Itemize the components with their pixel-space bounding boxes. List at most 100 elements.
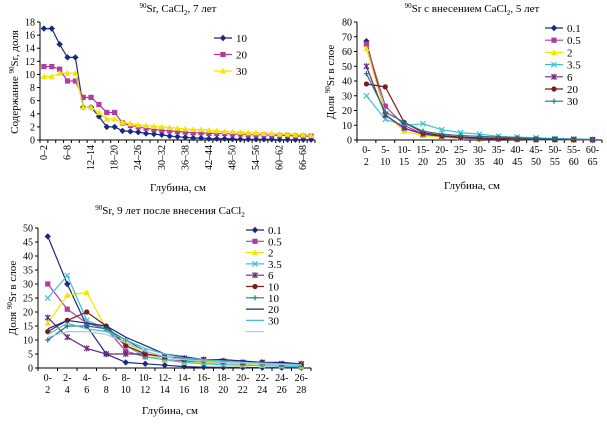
legend-marker: [550, 73, 558, 80]
legend-label: 0.1: [567, 23, 581, 35]
x-tick-label: 24–26: [133, 145, 144, 170]
data-point: [111, 115, 118, 122]
data-point: [182, 129, 188, 135]
x-tick-label: 12-14: [158, 373, 171, 396]
data-point: [41, 63, 47, 70]
chart-title: 90Sr, 9 лет после внесения CaCl2: [95, 204, 245, 219]
data-point: [237, 128, 244, 135]
x-tick-label: 0-2: [362, 145, 370, 168]
data-point: [221, 128, 228, 135]
data-point: [260, 130, 268, 137]
data-point: [200, 363, 207, 371]
data-point: [276, 136, 283, 143]
data-point: [143, 125, 149, 131]
series-0.1: [363, 37, 596, 144]
x-tick-label: 20-25: [435, 145, 448, 168]
data-point: [229, 135, 236, 143]
data-point: [87, 104, 95, 110]
data-point: [40, 25, 48, 32]
legend-label: 0.5: [567, 35, 581, 47]
data-point: [252, 129, 260, 136]
series-20: [47, 319, 302, 365]
data-point: [198, 130, 204, 136]
y-axis-label: Содержание 90Sr, доля: [8, 30, 21, 134]
data-point: [300, 131, 307, 138]
data-point: [197, 126, 205, 133]
chart-sr-9-years-after-cacl2: 90Sr, 9 лет после внесения CaCl2 Доля 90S…: [6, 204, 312, 417]
data-point: [96, 102, 102, 108]
data-point: [363, 41, 370, 47]
data-point: [158, 123, 165, 130]
legend-label: 20: [268, 304, 280, 316]
x-tick-label: 25-30: [454, 145, 467, 168]
data-point: [64, 54, 71, 61]
data-point: [119, 127, 126, 135]
data-point: [72, 78, 78, 84]
data-point: [48, 25, 55, 32]
data-point: [363, 71, 370, 77]
data-point: [206, 130, 212, 137]
legend-marker: [550, 24, 558, 32]
data-point: [64, 292, 71, 298]
data-point: [95, 113, 103, 120]
data-point: [552, 136, 558, 142]
x-tick-label: 48–50: [228, 145, 239, 170]
y-tick-label: 18: [25, 18, 35, 29]
data-point: [142, 360, 149, 367]
data-point: [439, 131, 445, 137]
data-point: [161, 362, 168, 369]
y-axis-label: Доля 90Sr в слое: [324, 45, 337, 120]
series-line: [47, 274, 302, 368]
data-point: [95, 109, 103, 116]
data-point: [533, 135, 539, 142]
data-point: [284, 130, 291, 137]
data-point: [88, 94, 94, 100]
legend-marker: [219, 67, 227, 74]
x-tick-label: 24-26: [275, 373, 288, 396]
x-tick-label: 15-20: [416, 145, 429, 168]
legend-marker: [550, 61, 558, 68]
x-tick-label: 45-50: [529, 145, 542, 168]
data-point: [56, 69, 63, 76]
data-point: [111, 123, 118, 131]
legend-marker: [219, 34, 227, 42]
y-tick-label: 50: [342, 62, 352, 73]
chart-title: 90Sr с внесением CaCl2, 5 лет: [405, 2, 540, 17]
series-2: [363, 45, 596, 143]
x-tick-label: 30-35: [473, 145, 486, 168]
x-tick-label: 12–14: [86, 145, 97, 170]
chart-sr-cacl2-5-years: 90Sr с внесением CaCl2, 5 лет Доля 90Sr в…: [324, 2, 603, 192]
series-0.5: [363, 41, 596, 143]
data-point: [64, 323, 70, 329]
data-point: [260, 136, 268, 143]
series-line: [47, 319, 302, 365]
x-tick-label: 66–68: [298, 145, 309, 170]
x-tick-label: 26-28: [295, 373, 308, 396]
x-tick-label: 6–8: [63, 145, 74, 160]
data-point: [112, 109, 118, 116]
data-point: [420, 128, 426, 134]
legend-marker: [251, 260, 259, 267]
y-tick-label: 80: [342, 18, 352, 29]
legend-label: 30: [268, 315, 280, 327]
x-tick-label: 0-2: [44, 373, 52, 396]
data-point: [438, 126, 445, 133]
data-point: [458, 132, 464, 139]
data-point: [64, 334, 71, 341]
legend-marker: [252, 283, 258, 290]
series-line: [47, 331, 302, 366]
data-point: [363, 45, 370, 52]
y-tick-label: 10: [25, 70, 35, 81]
data-point: [182, 125, 189, 132]
x-tick-label: 60–62: [275, 145, 286, 170]
data-point: [83, 289, 90, 295]
x-tick-label: 22-24: [256, 373, 269, 396]
data-point: [205, 135, 213, 142]
data-point: [174, 128, 181, 135]
y-tick-label: 20: [23, 308, 33, 319]
data-point: [122, 350, 129, 358]
data-point: [205, 126, 213, 133]
data-point: [72, 69, 79, 76]
data-point: [72, 54, 79, 61]
